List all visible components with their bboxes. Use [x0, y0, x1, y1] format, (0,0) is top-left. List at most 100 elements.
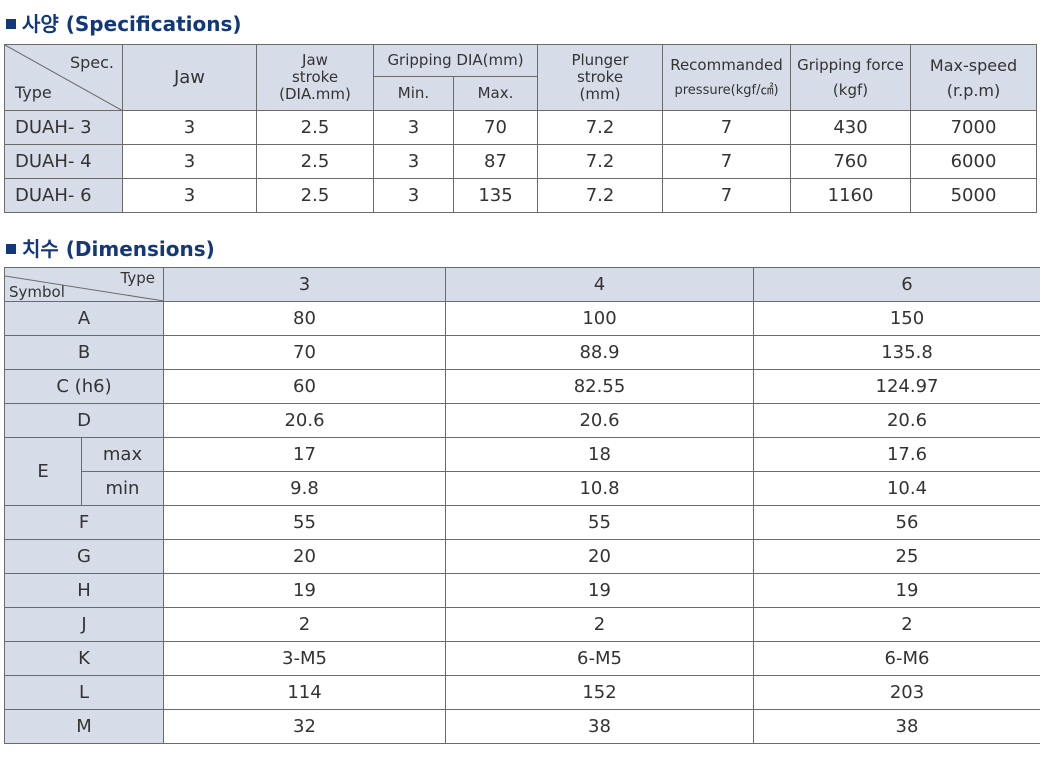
spec-max-cell: 87: [452, 144, 539, 179]
spec-force-cell: 1160: [790, 178, 912, 213]
corner-diagonal-line: [5, 275, 164, 301]
dim-symbol-cell: K: [4, 641, 164, 676]
header-plunger-line1: Plunger: [571, 51, 629, 69]
dim-value-cell: 10.4: [753, 471, 1040, 506]
corner-spec-label: Spec.: [69, 53, 114, 72]
dim-value-cell: 20: [445, 539, 754, 574]
header-jaw-stroke: Jaw stroke (DIA.mm): [256, 44, 374, 111]
spec-min-cell: 3: [373, 144, 454, 179]
spec-type-cell: DUAH- 4: [4, 144, 123, 179]
dim-symbol-cell: F: [4, 505, 164, 540]
header-max: Max.: [452, 76, 539, 111]
spec-min-cell: 3: [373, 178, 454, 213]
corner-type-label: Type: [120, 269, 155, 287]
spec-row: DUAH- 4 3 2.5 3 87 7.2 7 760 6000: [4, 144, 1038, 179]
dim-value-cell: 6-M6: [753, 641, 1040, 676]
dim-symbol-cell: J: [4, 607, 164, 642]
dim-symbol-cell: M: [4, 709, 164, 744]
dim-value-cell: 32: [163, 709, 446, 744]
dim-value-cell: 150: [753, 301, 1040, 336]
dim-value-cell: 55: [163, 505, 446, 540]
dim-value-cell: 70: [163, 335, 446, 370]
spec-row: DUAH- 6 3 2.5 3 135 7.2 7 1160 5000: [4, 178, 1038, 213]
specifications-table: Spec. Type Jaw Jaw stroke (DIA.mm) Gripp…: [4, 44, 1038, 213]
dim-symbol-cell: G: [4, 539, 164, 574]
dim-row: C (h6) 60 82.55 124.97: [4, 369, 1040, 404]
dim-row: H 19 19 19: [4, 573, 1040, 608]
dim-value-cell: 20.6: [445, 403, 754, 438]
spec-speed-cell: 7000: [910, 110, 1038, 145]
header-max-speed: Max-speed (r.p.m): [910, 44, 1038, 111]
spec-plunger-cell: 7.2: [537, 144, 664, 179]
header-gripping-dia: Gripping DIA(mm): [372, 44, 539, 77]
dim-row: L 114 152 203: [4, 675, 1040, 710]
spec-row: DUAH- 3 3 2.5 3 70 7.2 7 430 7000: [4, 110, 1038, 145]
dim-row: K 3-M5 6-M5 6-M6: [4, 641, 1040, 676]
header-force-line2: (kgf): [832, 80, 869, 99]
dim-symbol-cell: C (h6): [4, 369, 164, 404]
dim-row: D 20.6 20.6 20.6: [4, 403, 1040, 438]
dim-value-cell: 9.8: [163, 471, 446, 506]
dim-value-cell: 25: [753, 539, 1040, 574]
header-jaw: Jaw: [122, 44, 257, 111]
corner-symbol-label: Symbol: [9, 283, 65, 301]
dim-subsymbol-cell: min: [81, 471, 164, 506]
header-recommanded-pressure: Recommanded pressure(kgf/㎠): [662, 44, 792, 111]
spec-type-cell: DUAH- 6: [4, 178, 123, 213]
header-plunger-stroke: Plunger stroke (mm): [537, 44, 664, 111]
dim-value-cell: 2: [753, 607, 1040, 642]
spec-jaw-cell: 3: [122, 178, 257, 213]
header-jaw-stroke-line3: (DIA.mm): [279, 85, 351, 103]
dim-title-text: 치수 (Dimensions): [22, 237, 215, 261]
spec-corner-header: Spec. Type: [4, 44, 123, 111]
dim-symbol-cell: E: [4, 437, 82, 506]
dim-subsymbol-cell: max: [81, 437, 164, 472]
dim-value-cell: 19: [163, 573, 446, 608]
spec-force-cell: 430: [790, 110, 912, 145]
dim-row: B 70 88.9 135.8: [4, 335, 1040, 370]
dim-value-cell: 135.8: [753, 335, 1040, 370]
dim-value-cell: 17: [163, 437, 446, 472]
header-force-line1: Gripping force: [797, 55, 904, 74]
spec-type-cell: DUAH- 3: [4, 110, 123, 145]
spec-pressure-cell: 7: [662, 178, 792, 213]
corner-type-label: Type: [15, 83, 52, 102]
dim-row: A 80 100 150: [4, 301, 1040, 336]
dim-row: G 20 20 25: [4, 539, 1040, 574]
dim-row: min 9.8 10.8 10.4: [5, 471, 1040, 506]
spec-pressure-cell: 7: [662, 110, 792, 145]
dim-symbol-cell: H: [4, 573, 164, 608]
dim-value-cell: 2: [445, 607, 754, 642]
dimensions-table: Type Symbol 3 4 6 A 80 100 150 B 70 88.9…: [4, 267, 1040, 744]
spec-stroke-cell: 2.5: [256, 144, 374, 179]
dim-value-cell: 124.97: [753, 369, 1040, 404]
dim-value-cell: 56: [753, 505, 1040, 540]
header-speed-line1: Max-speed: [929, 55, 1018, 75]
dim-symbol-cell: A: [4, 301, 164, 336]
spec-title-text: 사양 (Specifications): [22, 12, 242, 36]
dim-value-cell: 100: [445, 301, 754, 336]
dim-value-cell: 38: [445, 709, 754, 744]
spec-section-title: 사양 (Specifications): [6, 8, 242, 37]
spec-jaw-cell: 3: [122, 144, 257, 179]
dim-value-cell: 82.55: [445, 369, 754, 404]
spec-speed-cell: 5000: [910, 178, 1038, 213]
dim-type-header: 6: [753, 267, 1040, 302]
header-recommanded-line2: pressure(kgf/㎠): [674, 82, 779, 98]
dim-value-cell: 60: [163, 369, 446, 404]
dim-value-cell: 17.6: [753, 437, 1040, 472]
dim-value-cell: 6-M5: [445, 641, 754, 676]
spec-speed-cell: 6000: [910, 144, 1038, 179]
spec-jaw-cell: 3: [122, 110, 257, 145]
dim-value-cell: 114: [163, 675, 446, 710]
header-gripping-force: Gripping force (kgf): [790, 44, 912, 111]
spec-max-cell: 135: [452, 178, 539, 213]
corner-diagonal-line: [5, 45, 123, 111]
header-plunger-line2: stroke: [576, 68, 624, 86]
spec-pressure-cell: 7: [662, 144, 792, 179]
dim-value-cell: 152: [445, 675, 754, 710]
spec-plunger-cell: 7.2: [537, 178, 664, 213]
dim-corner-header: Type Symbol: [4, 267, 164, 302]
dim-value-cell: 3-M5: [163, 641, 446, 676]
spec-force-cell: 760: [790, 144, 912, 179]
